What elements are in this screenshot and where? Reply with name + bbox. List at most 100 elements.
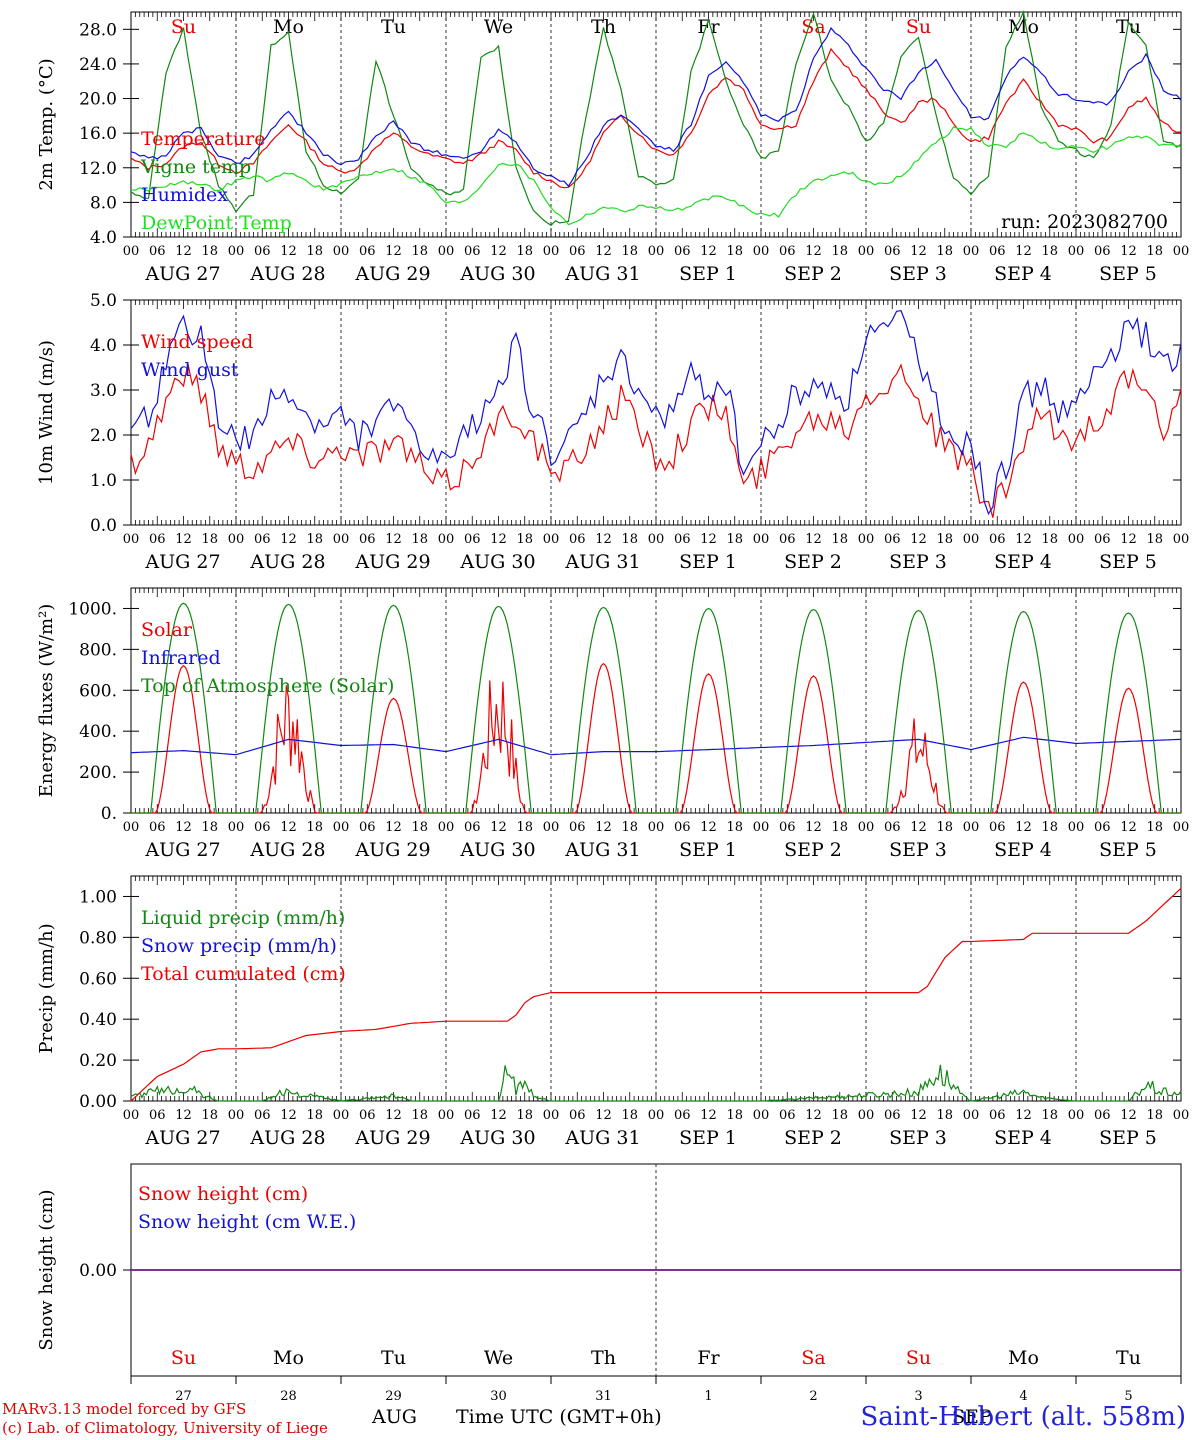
legend-entry: Vigne temp [140, 156, 251, 178]
y-tick-label: 20.0 [79, 90, 117, 110]
date-label: SEP 2 [784, 263, 842, 285]
y-tick-label: 4.0 [90, 228, 117, 248]
hour-label: 12 [280, 820, 297, 835]
hour-label: 12 [700, 244, 717, 259]
hour-label: 00 [858, 820, 875, 835]
hour-label: 18 [831, 1108, 848, 1123]
hour-label: 18 [411, 1108, 428, 1123]
hour-label: 12 [805, 1108, 822, 1123]
run-label: run: 2023082700 [1001, 211, 1168, 233]
date-label: AUG 30 [459, 551, 535, 573]
date-label: SEP 4 [994, 839, 1052, 861]
y-tick-label: 400. [79, 722, 117, 742]
hour-label: 00 [438, 820, 455, 835]
hour-label: 00 [228, 1108, 245, 1123]
hour-label: 00 [963, 820, 980, 835]
date-label: SEP 3 [889, 263, 947, 285]
legend-entry: Top of Atmosphere (Solar) [141, 675, 394, 697]
hour-label: 18 [306, 244, 323, 259]
y-axis-label: Snow height (cm) [36, 1189, 57, 1350]
day-number-label: 27 [175, 1389, 192, 1404]
hour-label: 00 [123, 244, 140, 259]
hour-label: 12 [1120, 244, 1137, 259]
hour-label: 06 [779, 820, 796, 835]
date-label: SEP 4 [994, 551, 1052, 573]
hour-label: 00 [1173, 820, 1190, 835]
date-label: AUG 30 [459, 1127, 535, 1149]
hour-label: 18 [516, 532, 533, 547]
hour-label: 00 [333, 532, 350, 547]
date-label: SEP 5 [1099, 839, 1157, 861]
date-label: AUG 27 [144, 263, 220, 285]
legend-entry: Humidex [141, 184, 228, 206]
date-label: AUG 29 [354, 1127, 430, 1149]
hour-label: 18 [936, 532, 953, 547]
weekday-label: Tu [381, 16, 406, 38]
hour-label: 12 [700, 532, 717, 547]
hour-label: 12 [280, 244, 297, 259]
legend-entry: Solar [141, 619, 193, 641]
hour-label: 06 [674, 532, 691, 547]
hour-label: 12 [385, 244, 402, 259]
hour-label: 06 [1094, 532, 1111, 547]
day-number-label: 29 [385, 1389, 402, 1404]
hour-label: 12 [1120, 1108, 1137, 1123]
legend-entry: DewPoint Temp [141, 212, 292, 234]
legend-entry: Snow height (cm W.E.) [138, 1211, 356, 1233]
day-number-label: 1 [704, 1389, 712, 1404]
hour-label: 12 [805, 532, 822, 547]
hour-label: 12 [175, 820, 192, 835]
weekday-label: Mo [273, 16, 304, 38]
hour-label: 06 [569, 1108, 586, 1123]
day-number-label: 3 [914, 1389, 922, 1404]
hour-label: 18 [1041, 1108, 1058, 1123]
hour-label: 06 [254, 820, 271, 835]
hour-label: 12 [595, 244, 612, 259]
weekday-label: Su [906, 16, 931, 38]
hour-label: 12 [490, 532, 507, 547]
date-label: SEP 1 [679, 1127, 737, 1149]
y-tick-label: 0. [101, 804, 117, 824]
hour-label: 00 [963, 532, 980, 547]
hour-label: 18 [726, 1108, 743, 1123]
hour-label: 18 [936, 1108, 953, 1123]
weekday-label: Mo [1008, 1347, 1039, 1369]
series-line-wind-gust [130, 310, 1182, 516]
hour-label: 00 [858, 1108, 875, 1123]
hour-label: 18 [1041, 244, 1058, 259]
hour-label: 00 [648, 244, 665, 259]
hour-label: 12 [910, 820, 927, 835]
hour-label: 06 [989, 1108, 1006, 1123]
y-axis-label: Precip (mm/h) [36, 923, 57, 1053]
hour-label: 12 [280, 1108, 297, 1123]
weekday-label: Fr [697, 16, 720, 38]
y-tick-label: 0.00 [79, 1261, 117, 1281]
hour-label: 12 [700, 1108, 717, 1123]
month-label-aug: AUG [372, 1406, 417, 1428]
hour-label: 06 [359, 820, 376, 835]
hour-label: 00 [543, 532, 560, 547]
day-number-label: 31 [595, 1389, 612, 1404]
hour-label: 12 [490, 244, 507, 259]
hour-label: 06 [779, 1108, 796, 1123]
weekday-label: Th [591, 1347, 616, 1369]
hour-label: 18 [306, 532, 323, 547]
model-credit: MARv3.13 model forced by GFS [2, 1400, 247, 1418]
panel-temperature: 4.0 8.0 12.0 16.0 20.0 24.0 28.0 2m Temp. (°C) 0… [36, 9, 1189, 285]
lab-credit: (c) Lab. of Climatology, University of L… [2, 1419, 328, 1437]
hour-label: 06 [989, 244, 1006, 259]
weekday-label: Su [171, 1347, 196, 1369]
hour-label: 06 [674, 1108, 691, 1123]
hour-label: 18 [306, 820, 323, 835]
hour-label: 18 [201, 820, 218, 835]
hour-label: 00 [543, 1108, 560, 1123]
day-number-label: 2 [809, 1389, 817, 1404]
hour-label: 06 [149, 244, 166, 259]
date-label: SEP 2 [784, 1127, 842, 1149]
date-label: AUG 31 [564, 839, 640, 861]
hour-label: 06 [674, 244, 691, 259]
hour-label: 06 [254, 1108, 271, 1123]
hour-label: 06 [884, 820, 901, 835]
hour-label: 18 [831, 244, 848, 259]
y-tick-label: 0.0 [90, 516, 117, 536]
